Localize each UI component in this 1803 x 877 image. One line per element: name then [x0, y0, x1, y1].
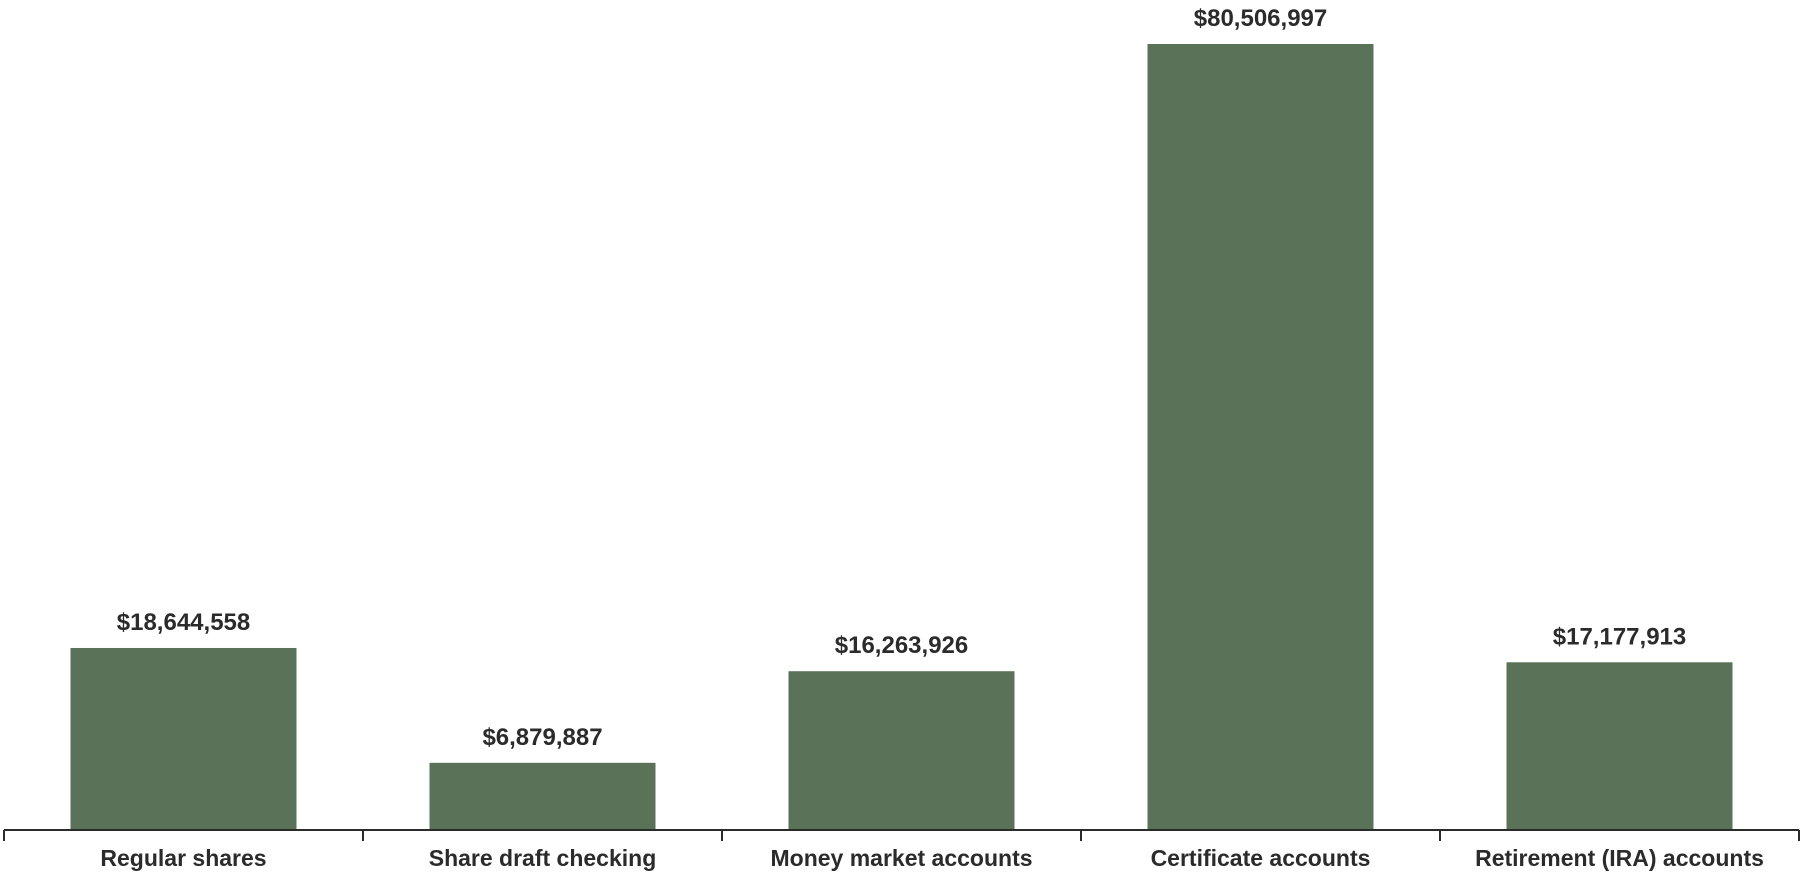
x-tick-label: Regular shares — [100, 845, 266, 871]
x-axis-ticks — [3, 830, 1800, 841]
bar — [429, 762, 656, 830]
x-tick-label: Certificate accounts — [1151, 845, 1371, 871]
bar-value-label: $6,879,887 — [482, 724, 602, 751]
x-tick-label: Money market accounts — [770, 845, 1032, 871]
category-labels-group: Regular shares Share draft checking Money … — [100, 845, 1764, 871]
bars-group — [70, 44, 1733, 830]
x-tick-label: Share draft checking — [429, 845, 657, 871]
bar — [70, 647, 297, 830]
bar-value-label: $16,263,926 — [835, 632, 968, 659]
bar — [1506, 662, 1733, 830]
data-labels-group: $18,644,558 $6,879,887 $16,263,926 $80,506,… — [117, 5, 1686, 751]
bar — [788, 671, 1015, 830]
bar — [1147, 44, 1374, 830]
bar-value-label: $17,177,913 — [1553, 623, 1686, 650]
bar-value-label: $80,506,997 — [1194, 5, 1327, 32]
x-tick-label: Retirement (IRA) accounts — [1475, 845, 1764, 871]
bar-value-label: $18,644,558 — [117, 609, 250, 636]
